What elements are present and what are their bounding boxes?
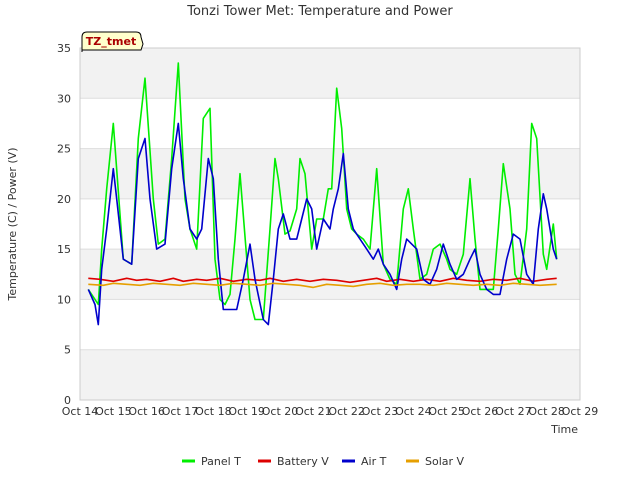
- gridlines: [80, 47, 580, 401]
- y-tick-label: 10: [57, 293, 71, 306]
- series-line-panel-t: [87, 62, 558, 321]
- y-tick-label: 20: [57, 193, 71, 206]
- plot-band: [80, 349, 580, 400]
- x-tick-label: Oct 19: [228, 405, 265, 418]
- x-tick-label: Oct 27: [495, 405, 532, 418]
- site-label: TZ_tmet: [86, 35, 136, 48]
- x-tick-label: Oct 25: [428, 405, 465, 418]
- y-tick-label: 15: [57, 243, 71, 256]
- y-tick-label: 35: [57, 42, 71, 55]
- x-tick-label: Oct 15: [95, 405, 132, 418]
- x-tick-label: Oct 29: [562, 405, 599, 418]
- site-label-box: TZ_tmet: [81, 31, 144, 52]
- legend-label: Battery V: [277, 455, 329, 468]
- plot-band: [80, 48, 580, 99]
- chart-title: Tonzi Tower Met: Temperature and Power: [186, 4, 453, 19]
- legend-item: Solar V: [406, 455, 465, 468]
- y-tick-label: 0: [64, 394, 71, 407]
- series-line-solar-v: [88, 282, 557, 289]
- x-tick-label: Oct 26: [462, 405, 499, 418]
- legend-label: Panel T: [201, 455, 241, 468]
- legend-label: Air T: [361, 455, 387, 468]
- x-tick-label: Oct 14: [62, 405, 99, 418]
- plot-band: [80, 249, 580, 300]
- plot-frame: [79, 47, 581, 401]
- y-tick-labels: 0 5 10 15 20 25 30 35: [57, 42, 71, 407]
- y-tick-label: 25: [57, 143, 71, 156]
- x-tick-label: Oct 23: [362, 405, 399, 418]
- x-tick-label: Oct 20: [262, 405, 299, 418]
- x-axis-label: Time: [550, 423, 578, 436]
- plot-band: [80, 148, 580, 199]
- x-tick-label: Oct 16: [128, 405, 165, 418]
- y-tick-label: 30: [57, 92, 71, 105]
- series-line-battery-v: [88, 277, 557, 284]
- x-tick-label: Oct 17: [162, 405, 199, 418]
- series-lines: [87, 62, 558, 326]
- plot-bands: [80, 48, 580, 400]
- x-tick-label: Oct 22: [328, 405, 365, 418]
- legend-label: Solar V: [425, 455, 465, 468]
- x-tick-label: Oct 24: [395, 405, 432, 418]
- legend-item: Battery V: [258, 455, 329, 468]
- y-tick-label: 5: [64, 344, 71, 357]
- legend-item: Panel T: [182, 455, 241, 468]
- y-axis-label: Temperature (C) / Power (V): [6, 147, 19, 301]
- series-line-air-t: [87, 122, 558, 326]
- x-tick-label: Oct 18: [195, 405, 232, 418]
- legend: Panel T Battery V Air T Solar V: [182, 455, 465, 468]
- x-tick-label: Oct 28: [528, 405, 565, 418]
- legend-item: Air T: [342, 455, 387, 468]
- x-tick-label: Oct 21: [295, 405, 332, 418]
